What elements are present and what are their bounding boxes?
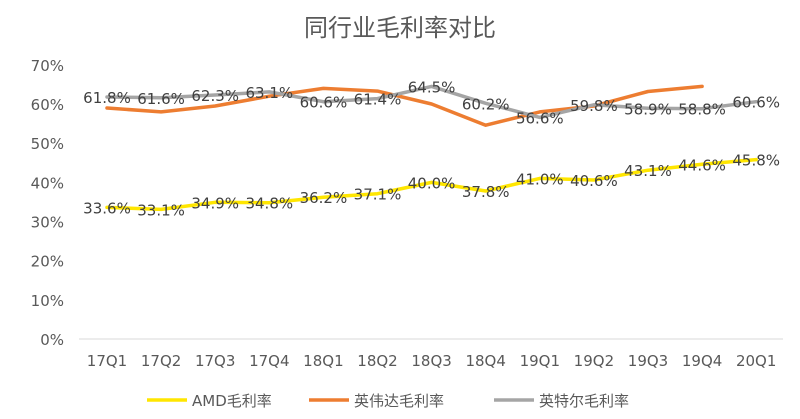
series-line	[105, 157, 758, 212]
data-label: 62.3%	[191, 87, 239, 105]
chart-title: 同行业毛利率对比	[304, 14, 496, 42]
y-tick-label: 10%	[31, 292, 64, 310]
data-label: 58.9%	[624, 100, 672, 118]
series-line	[105, 84, 758, 120]
y-tick-label: 0%	[40, 331, 64, 349]
x-tick-label: 17Q1	[87, 352, 127, 370]
data-label: 45.8%	[732, 152, 780, 170]
x-tick-label: 19Q2	[574, 352, 614, 370]
data-label: 33.1%	[137, 201, 185, 219]
data-label: 60.6%	[300, 94, 348, 112]
data-label: 58.8%	[678, 101, 726, 119]
data-label: 64.5%	[408, 78, 456, 96]
data-label: 43.1%	[624, 162, 672, 180]
data-label: 60.6%	[732, 94, 780, 112]
x-tick-label: 18Q1	[303, 352, 343, 370]
legend-label: 英伟达毛利率	[354, 392, 444, 410]
data-label: 36.2%	[300, 189, 348, 207]
data-label: 41.0%	[516, 170, 564, 188]
y-tick-label: 60%	[31, 96, 64, 114]
data-label: 44.6%	[678, 156, 726, 174]
data-label: 34.8%	[245, 195, 293, 213]
data-label: 61.8%	[83, 89, 131, 107]
data-label: 59.8%	[570, 97, 618, 115]
data-label: 61.6%	[137, 90, 185, 108]
data-label: 61.4%	[354, 91, 402, 109]
x-tick-label: 20Q1	[736, 352, 776, 370]
series-line	[105, 84, 704, 127]
x-tick-label: 17Q4	[249, 352, 289, 370]
data-label: 37.1%	[354, 186, 402, 204]
y-tick-label: 30%	[31, 214, 64, 232]
data-label: 33.6%	[83, 199, 131, 217]
y-tick-label: 50%	[31, 135, 64, 153]
x-tick-label: 18Q2	[357, 352, 397, 370]
data-label: 40.0%	[408, 174, 456, 192]
x-tick-label: 17Q3	[195, 352, 235, 370]
data-label: 63.1%	[245, 84, 293, 102]
data-label: 34.9%	[191, 194, 239, 212]
x-tick-label: 17Q2	[141, 352, 181, 370]
x-tick-label: 18Q3	[411, 352, 451, 370]
legend-label: AMD毛利率	[192, 392, 272, 410]
data-label: 56.6%	[516, 109, 564, 127]
data-label: 60.2%	[462, 95, 510, 113]
y-tick-label: 70%	[31, 57, 64, 75]
y-tick-label: 40%	[31, 174, 64, 192]
y-tick-label: 20%	[31, 253, 64, 271]
x-tick-label: 19Q1	[520, 352, 560, 370]
x-tick-label: 18Q4	[465, 352, 505, 370]
legend-label: 英特尔毛利率	[539, 392, 629, 410]
x-tick-label: 19Q4	[682, 352, 722, 370]
data-label: 37.8%	[462, 183, 510, 201]
x-tick-label: 19Q3	[628, 352, 668, 370]
data-label: 40.6%	[570, 172, 618, 190]
